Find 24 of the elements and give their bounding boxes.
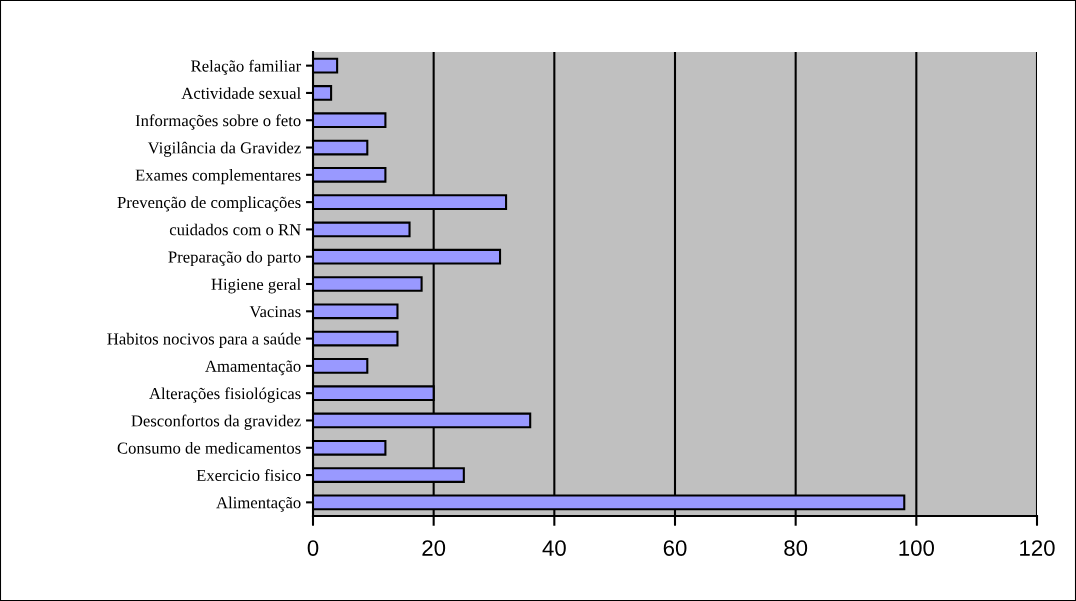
y-tick-label: Consumo de medicamentos xyxy=(117,441,301,454)
y-tick-label: cuidados com o RN xyxy=(169,223,301,236)
y-tick-label: Amamentação xyxy=(205,360,301,376)
y-tick-label: Desconfortos da gravidez xyxy=(131,414,301,430)
y-tick-label: Informações sobre o feto xyxy=(135,114,301,130)
y-tick-label: Vigilância da Gravidez xyxy=(147,141,301,157)
y-tick-label: Preparação do parto xyxy=(168,250,301,267)
y-tick-label: Alterações fisiológicas xyxy=(149,387,301,403)
y-tick-label: Prevenção de complicações xyxy=(117,196,301,212)
y-tick-label: Exercicio fisico xyxy=(196,469,301,482)
y-tick-label: Habitos nocivos para a saúde xyxy=(107,332,301,348)
y-tick-label: Higiene geral xyxy=(211,278,301,294)
y-tick-label: Exames complementares xyxy=(135,169,301,185)
x-tick-label: 40 xyxy=(542,540,566,556)
x-tick-label: 60 xyxy=(663,540,687,556)
x-tick-label: 80 xyxy=(784,540,808,556)
y-tick-label: Actividade sexual xyxy=(181,87,301,99)
x-tick-label: 120 xyxy=(1020,540,1055,556)
y-tick-label: Relação familiar xyxy=(191,59,302,76)
x-tick-label: 0 xyxy=(307,540,319,556)
y-tick-label: Alimentação xyxy=(216,496,301,512)
y-tick-label: Vacinas xyxy=(249,306,301,318)
x-tick-label: 20 xyxy=(422,540,446,556)
x-tick-label: 100 xyxy=(899,540,934,556)
